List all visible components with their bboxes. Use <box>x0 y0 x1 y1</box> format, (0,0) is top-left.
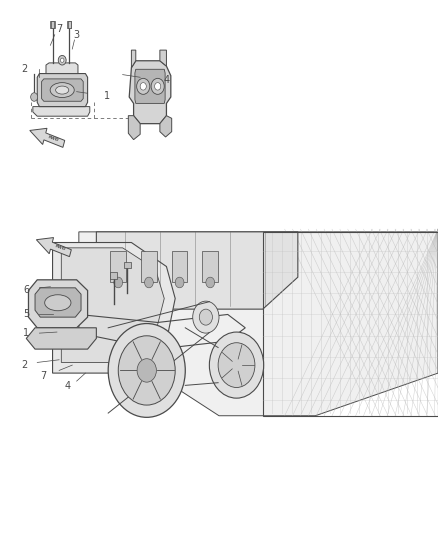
Text: FWD: FWD <box>54 244 66 252</box>
Bar <box>67 21 71 28</box>
Polygon shape <box>28 280 88 328</box>
Circle shape <box>58 55 66 65</box>
Circle shape <box>31 93 38 101</box>
Polygon shape <box>36 238 71 256</box>
Polygon shape <box>96 232 298 309</box>
Bar <box>172 251 187 282</box>
Polygon shape <box>160 116 172 137</box>
Ellipse shape <box>45 295 71 311</box>
Polygon shape <box>37 74 88 107</box>
Polygon shape <box>160 50 166 66</box>
Polygon shape <box>135 69 165 103</box>
Text: 2: 2 <box>21 360 27 370</box>
Polygon shape <box>79 232 438 416</box>
Bar <box>50 21 55 28</box>
Ellipse shape <box>56 86 69 94</box>
Text: 4: 4 <box>65 382 71 391</box>
Text: FWD: FWD <box>48 135 60 142</box>
Bar <box>0 232 438 533</box>
Polygon shape <box>33 107 90 116</box>
Polygon shape <box>0 232 438 533</box>
Text: 7: 7 <box>41 371 47 381</box>
Circle shape <box>193 301 219 333</box>
Polygon shape <box>26 328 96 349</box>
Bar <box>124 262 131 268</box>
Circle shape <box>151 78 164 94</box>
Polygon shape <box>61 248 164 362</box>
Circle shape <box>199 309 212 325</box>
Text: 3: 3 <box>74 30 80 39</box>
Bar <box>9 11 210 136</box>
Text: 1: 1 <box>104 91 110 101</box>
Circle shape <box>175 277 184 288</box>
Circle shape <box>145 277 153 288</box>
Polygon shape <box>129 61 171 124</box>
Circle shape <box>60 58 64 62</box>
Polygon shape <box>46 63 78 74</box>
Circle shape <box>108 324 185 417</box>
Circle shape <box>118 336 175 405</box>
Bar <box>141 251 157 282</box>
Circle shape <box>137 78 150 94</box>
Text: 2: 2 <box>21 64 27 74</box>
Polygon shape <box>53 243 175 373</box>
Circle shape <box>218 343 255 387</box>
Bar <box>110 272 117 279</box>
Circle shape <box>137 359 156 382</box>
Polygon shape <box>30 128 65 147</box>
Polygon shape <box>128 116 140 140</box>
Bar <box>67 21 71 28</box>
Bar <box>51 21 54 28</box>
Bar <box>202 251 218 282</box>
Circle shape <box>209 332 264 398</box>
Circle shape <box>206 277 215 288</box>
Text: 7: 7 <box>56 25 62 34</box>
Text: 1: 1 <box>23 328 29 338</box>
Bar <box>110 251 126 282</box>
Ellipse shape <box>50 83 74 98</box>
Text: 6: 6 <box>23 286 29 295</box>
Polygon shape <box>35 288 81 317</box>
Circle shape <box>140 83 146 90</box>
Text: 4: 4 <box>163 75 170 85</box>
Polygon shape <box>42 79 83 101</box>
Polygon shape <box>131 50 136 68</box>
Circle shape <box>114 277 123 288</box>
Text: 5: 5 <box>23 310 29 319</box>
Circle shape <box>155 83 161 90</box>
